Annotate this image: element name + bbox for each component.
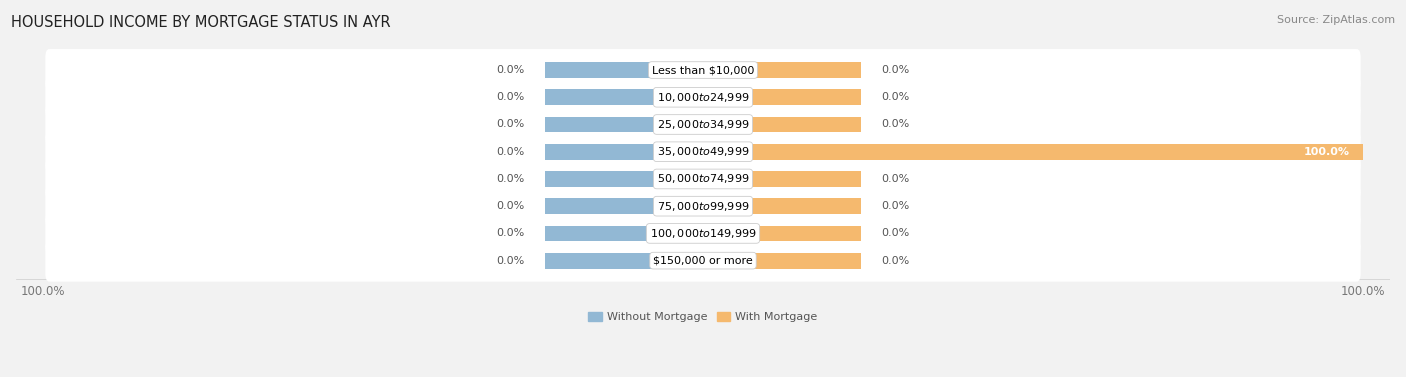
Text: 0.0%: 0.0% bbox=[882, 256, 910, 266]
Legend: Without Mortgage, With Mortgage: Without Mortgage, With Mortgage bbox=[583, 307, 823, 326]
Text: 0.0%: 0.0% bbox=[496, 65, 524, 75]
Text: $100,000 to $149,999: $100,000 to $149,999 bbox=[650, 227, 756, 240]
Text: Source: ZipAtlas.com: Source: ZipAtlas.com bbox=[1277, 15, 1395, 25]
FancyBboxPatch shape bbox=[45, 158, 1361, 200]
Bar bbox=[544, 253, 703, 268]
Bar bbox=[703, 225, 862, 241]
Text: 0.0%: 0.0% bbox=[882, 201, 910, 211]
FancyBboxPatch shape bbox=[45, 185, 1361, 227]
Bar bbox=[544, 116, 703, 132]
FancyBboxPatch shape bbox=[45, 131, 1361, 173]
Text: 0.0%: 0.0% bbox=[496, 228, 524, 238]
Bar bbox=[544, 144, 703, 159]
Text: $25,000 to $34,999: $25,000 to $34,999 bbox=[657, 118, 749, 131]
Text: 0.0%: 0.0% bbox=[496, 256, 524, 266]
Text: $150,000 or more: $150,000 or more bbox=[654, 256, 752, 266]
Text: 100.0%: 100.0% bbox=[1305, 147, 1350, 157]
FancyBboxPatch shape bbox=[45, 213, 1361, 254]
Bar bbox=[544, 225, 703, 241]
Bar bbox=[703, 89, 862, 105]
FancyBboxPatch shape bbox=[45, 49, 1361, 91]
Bar bbox=[703, 116, 862, 132]
Text: 0.0%: 0.0% bbox=[882, 228, 910, 238]
Bar bbox=[703, 198, 862, 214]
Text: Less than $10,000: Less than $10,000 bbox=[652, 65, 754, 75]
Bar bbox=[544, 62, 703, 78]
Text: 0.0%: 0.0% bbox=[882, 65, 910, 75]
Text: 0.0%: 0.0% bbox=[496, 147, 524, 157]
Text: 0.0%: 0.0% bbox=[496, 120, 524, 129]
Bar bbox=[703, 171, 862, 187]
FancyBboxPatch shape bbox=[45, 240, 1361, 282]
Text: 0.0%: 0.0% bbox=[882, 120, 910, 129]
Text: HOUSEHOLD INCOME BY MORTGAGE STATUS IN AYR: HOUSEHOLD INCOME BY MORTGAGE STATUS IN A… bbox=[11, 15, 391, 30]
Text: $50,000 to $74,999: $50,000 to $74,999 bbox=[657, 172, 749, 185]
Text: $35,000 to $49,999: $35,000 to $49,999 bbox=[657, 145, 749, 158]
Text: $10,000 to $24,999: $10,000 to $24,999 bbox=[657, 91, 749, 104]
Text: 0.0%: 0.0% bbox=[496, 201, 524, 211]
Bar bbox=[703, 62, 862, 78]
Bar bbox=[703, 253, 862, 268]
Text: 0.0%: 0.0% bbox=[882, 174, 910, 184]
Bar bbox=[544, 89, 703, 105]
Text: 0.0%: 0.0% bbox=[496, 92, 524, 102]
Bar bbox=[544, 198, 703, 214]
Text: 0.0%: 0.0% bbox=[496, 174, 524, 184]
Bar bbox=[703, 144, 1364, 159]
Text: 0.0%: 0.0% bbox=[882, 92, 910, 102]
FancyBboxPatch shape bbox=[45, 104, 1361, 146]
Bar bbox=[544, 171, 703, 187]
Text: $75,000 to $99,999: $75,000 to $99,999 bbox=[657, 200, 749, 213]
FancyBboxPatch shape bbox=[45, 76, 1361, 118]
